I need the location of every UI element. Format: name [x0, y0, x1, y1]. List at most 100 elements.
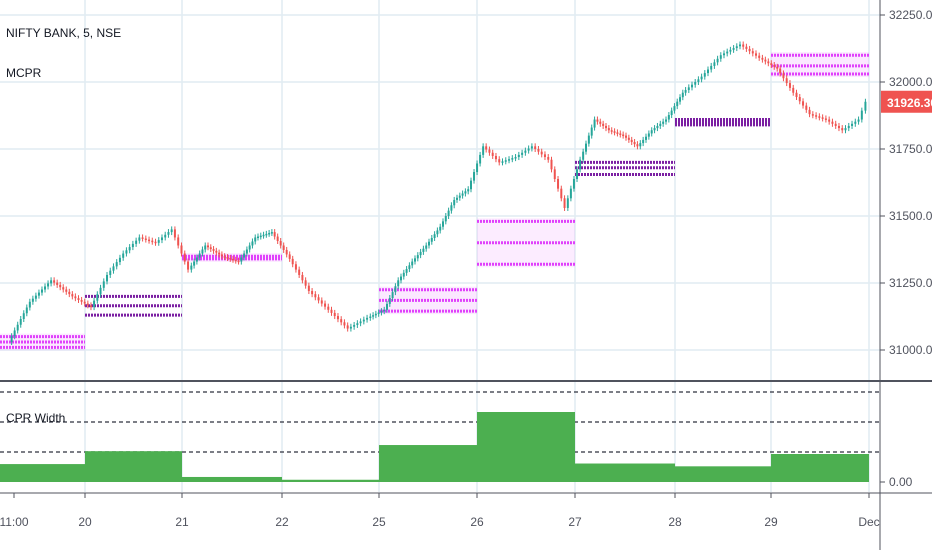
price-tick-label: 31750.00: [889, 142, 932, 156]
candle-body: [372, 315, 375, 317]
candle-body: [125, 250, 128, 254]
candle-body: [414, 258, 416, 262]
symbol-title: NIFTY BANK, 5, NSE: [6, 26, 122, 40]
candle-body: [380, 311, 383, 313]
candle-body: [96, 294, 99, 301]
candle-body: [723, 53, 725, 56]
candle-body: [83, 301, 86, 304]
candle-body: [74, 296, 77, 299]
candle-body: [636, 144, 639, 147]
candle-body: [89, 305, 92, 308]
candle-body: [44, 286, 47, 290]
cpr-width-bar: [477, 412, 575, 482]
zero-label: 0.00: [889, 475, 913, 489]
candle-body: [131, 243, 134, 248]
candle-body: [397, 280, 400, 287]
candle-body: [80, 299, 83, 302]
candle-body: [560, 188, 563, 199]
candle-body: [650, 130, 653, 134]
candle-body: [779, 68, 782, 74]
candle-body: [391, 292, 394, 299]
candle-body: [645, 136, 647, 140]
candle-body: [40, 289, 43, 293]
candle-body: [557, 179, 560, 189]
candle-body: [442, 221, 444, 227]
price-series: [10, 41, 867, 345]
last-price-label: 31926.30: [887, 96, 932, 110]
candle-body: [148, 239, 151, 242]
candle-body: [785, 78, 788, 84]
cpr-width-bar: [675, 466, 771, 482]
candle-body: [579, 159, 582, 170]
candle-body: [461, 193, 464, 196]
candle-body: [93, 300, 96, 308]
candle-body: [276, 236, 279, 242]
candle-body: [273, 232, 276, 237]
candle-body: [215, 250, 218, 253]
candle-body: [627, 137, 630, 140]
candle-body: [517, 154, 520, 158]
time-axis[interactable]: 11:00 20 21 22 25 26 27 28 29 Dec: [0, 492, 932, 529]
candle-body: [576, 169, 579, 180]
candle-body: [508, 159, 511, 161]
candle-body: [453, 199, 456, 206]
candle-body: [844, 128, 847, 131]
candle-body: [229, 257, 232, 260]
time-tick-label: 22: [275, 515, 289, 529]
candle-body: [212, 249, 215, 251]
candle-body: [353, 324, 356, 327]
candle-body: [761, 57, 764, 60]
candle-body: [464, 191, 467, 194]
candle-body: [467, 189, 470, 192]
candle-body: [62, 287, 65, 290]
candle-body: [419, 251, 422, 256]
candle-body: [739, 44, 741, 47]
candle-body: [265, 233, 268, 236]
candle-body: [805, 105, 808, 110]
candle-body: [298, 269, 301, 275]
candle-body: [369, 316, 372, 318]
candle-body: [694, 82, 697, 85]
candle-body: [109, 270, 112, 275]
candle-body: [610, 130, 613, 132]
candle-body: [356, 323, 359, 325]
candle-body: [383, 309, 386, 312]
price-tick-label: 31000.00: [889, 343, 932, 357]
candle-body: [151, 240, 154, 243]
candle-body: [534, 146, 537, 149]
candle-body: [691, 84, 693, 88]
candle-body: [285, 249, 288, 255]
candle-body: [732, 48, 735, 50]
candle-body: [425, 245, 428, 249]
candle-body: [504, 160, 507, 162]
candle-body: [366, 317, 369, 320]
price-tick-label: 31250.00: [889, 276, 932, 290]
candle-body: [758, 55, 761, 58]
candle-body: [619, 133, 622, 135]
candle-body: [226, 257, 229, 259]
candle-body: [854, 121, 857, 124]
candle-body: [639, 143, 642, 147]
candle-body: [102, 281, 105, 288]
candle-body: [251, 241, 254, 246]
candle-body: [716, 58, 719, 63]
candle-body: [479, 154, 482, 164]
candle-body: [713, 62, 716, 66]
candle-body: [118, 257, 121, 263]
candle-body: [10, 336, 13, 342]
candle-body: [684, 90, 687, 93]
candle-body: [193, 261, 196, 266]
candle-body: [670, 110, 673, 116]
price-axis[interactable]: 32250.00 32000.00 31750.00 31500.00 31250.00…: [879, 0, 932, 550]
candle-body: [837, 125, 840, 129]
candle-body: [585, 143, 587, 152]
candle-body: [112, 266, 115, 271]
candle-body: [667, 115, 670, 120]
candle-body: [388, 298, 391, 304]
candle-body: [279, 241, 282, 246]
candle-body: [470, 180, 472, 190]
candle-body: [776, 66, 779, 69]
candle-body: [764, 59, 767, 62]
candle-body: [773, 65, 776, 67]
